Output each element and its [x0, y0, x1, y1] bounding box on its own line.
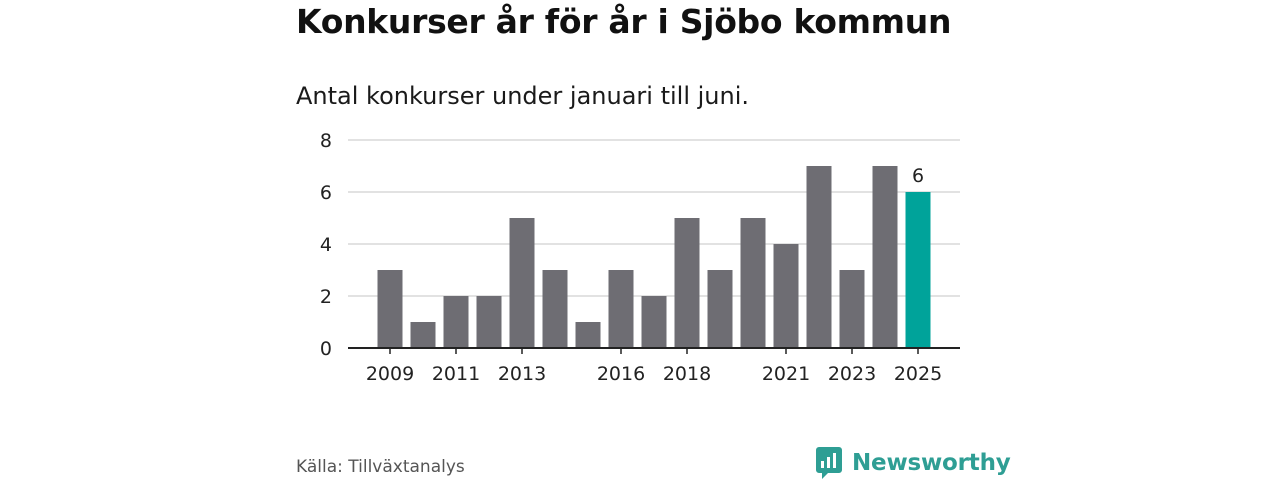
bar-2024 — [872, 166, 898, 348]
bar-2015 — [575, 322, 601, 348]
bar-2019 — [707, 270, 733, 348]
bar-2014 — [542, 270, 568, 348]
bar-2021 — [773, 244, 799, 348]
bar-2013 — [509, 218, 535, 348]
x-tick-label: 2013 — [498, 363, 546, 385]
y-tick-label: 0 — [320, 338, 332, 360]
source-note: Källa: Tillväxtanalys — [296, 457, 465, 477]
x-tick-label: 2025 — [894, 363, 942, 385]
brand-name: Newsworthy — [852, 450, 1011, 476]
y-tick-label: 8 — [320, 130, 332, 152]
chart-subtitle: Antal konkurser under januari till juni. — [296, 82, 749, 110]
brand-logo: Newsworthy — [816, 447, 1011, 479]
y-tick-label: 2 — [320, 286, 332, 308]
data-label: 6 — [912, 165, 924, 187]
newsworthy-logo-icon — [816, 447, 842, 479]
bar-2012 — [476, 296, 502, 348]
bar-2018 — [674, 218, 700, 348]
bar-2022 — [806, 166, 832, 348]
x-tick-label: 2011 — [432, 363, 480, 385]
bar-2020 — [740, 218, 766, 348]
x-tick-label: 2018 — [663, 363, 711, 385]
bar-2016 — [608, 270, 634, 348]
bar-2017 — [641, 296, 667, 348]
bar-2011 — [443, 296, 469, 348]
x-tick-label: 2023 — [828, 363, 876, 385]
bar-2010 — [410, 322, 436, 348]
bar-2023 — [839, 270, 865, 348]
y-tick-label: 6 — [320, 182, 332, 204]
y-tick-label: 4 — [320, 234, 332, 256]
x-tick-label: 2021 — [762, 363, 810, 385]
bar-2009 — [377, 270, 403, 348]
x-tick-label: 2016 — [597, 363, 645, 385]
chart-title: Konkurser år för år i Sjöbo kommun — [296, 2, 952, 41]
bar-2025 — [905, 192, 931, 348]
x-tick-label: 2009 — [366, 363, 414, 385]
